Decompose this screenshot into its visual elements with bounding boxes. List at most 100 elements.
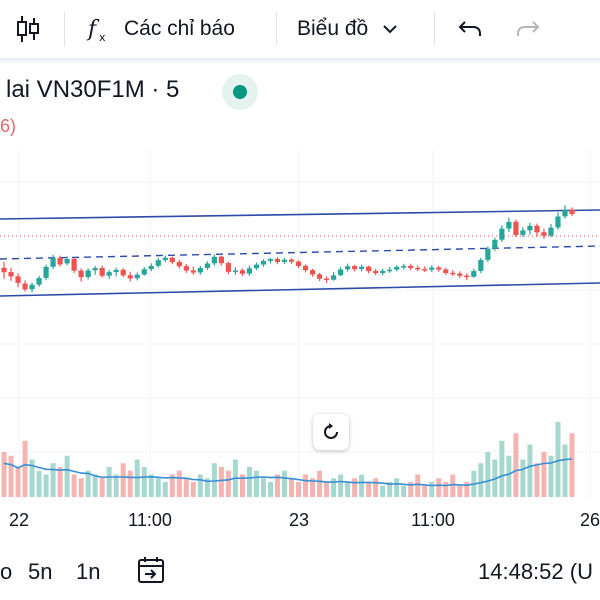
candle-body [253,264,260,269]
volume-bar [1,452,7,497]
candle-body [127,275,133,279]
volume-bar [29,459,35,497]
candle-body [548,227,554,236]
candle-body [450,272,456,275]
candle-body [218,256,224,264]
volume-bar [352,478,358,497]
time-axis[interactable]: 22 11:00 23 11:00 26 [0,500,600,542]
volume-bar [141,467,147,497]
candle-body [43,266,49,278]
volume-bar [190,482,196,497]
candle-body [408,265,414,269]
calendar-goto-icon [138,557,164,583]
candle-body [422,269,428,271]
candle-body [176,261,182,267]
candle-body [162,257,168,260]
volume-bar [408,482,414,497]
volume-bar [436,478,442,497]
volume-bar [246,467,252,497]
volume-bar [155,478,161,497]
candlestick-icon[interactable] [14,0,42,58]
candle-body [36,278,42,285]
candle-body [288,259,295,262]
undo-icon [458,21,481,36]
volume-bar [373,478,379,497]
time-tick: 11:00 [128,510,172,530]
undo-button[interactable] [457,0,483,58]
candle-body [134,274,140,279]
volume-bar [211,463,217,497]
symbol-legend-title[interactable]: lai VN30F1M · 5 [6,76,180,103]
volume-bar [15,467,21,497]
range-button-partial[interactable]: o [0,559,13,584]
candle-body [8,272,14,277]
redo-button[interactable] [515,0,541,58]
price-chart[interactable] [0,150,600,500]
reset-chart-button[interactable] [313,414,349,450]
candle-body [239,270,246,274]
volume-bar [225,470,231,497]
candle-body [190,270,196,273]
regression-channel [0,209,600,297]
chevron-down-icon [383,25,397,34]
candle-body [337,269,344,276]
volume-bar [71,474,77,497]
candle-body [169,257,175,263]
indicators-button[interactable]: f x Các chỉ báo [86,0,235,58]
candle-body [352,266,358,270]
redo-icon [517,21,540,36]
volume-bar [36,470,42,497]
volume-bar [57,467,63,497]
candle-body [295,261,302,266]
volume-bar [106,467,112,497]
chart-type-dropdown[interactable]: Biểu đồ [297,0,398,58]
volume-bar [289,478,295,497]
volume-bar [394,478,400,497]
candle-body [569,209,575,214]
volume-bar [520,459,526,497]
candle-body [22,283,28,290]
channel-lower-line [0,282,600,297]
candle-body [29,284,35,290]
chart-grid [0,150,600,498]
range-5d-button[interactable]: 5n [28,559,53,584]
market-open-dot-icon [233,85,247,99]
volume-bar [85,470,91,497]
time-tick: 22 [8,510,30,530]
candle-body [99,267,105,276]
toolbar-shadow [0,58,600,64]
time-tick: 23 [288,510,310,530]
volume-bar [422,485,428,497]
volume-bar [218,467,224,497]
candle-body [513,221,519,235]
volume-bar [296,482,302,497]
market-status-indicator[interactable] [222,74,258,110]
channel-upper-line [0,209,600,220]
clock-timezone[interactable]: 14:48:52 (U [478,559,593,584]
go-to-date-button[interactable] [136,555,166,591]
refresh-icon [324,423,338,439]
candle-body [323,278,330,281]
volume-bar [148,474,154,497]
candle-body [387,269,393,272]
candle-body [204,263,210,268]
volume-bar [267,482,273,497]
chart-type-label: Biểu đồ [297,17,369,40]
volume-bar [260,478,266,497]
volume-bar [162,482,168,497]
time-tick: 11:00 [411,510,455,530]
volume-bar [569,433,575,497]
candle-body [85,270,91,278]
range-1d-button[interactable]: 1n [76,559,101,584]
volume-bar [478,463,484,497]
candle-body [92,268,98,271]
candle-body [183,266,189,271]
volume-bar [429,482,435,497]
candle-body [225,263,231,272]
volume-bar [43,474,49,497]
candle-body [71,258,77,271]
volume-bar [331,478,337,497]
function-icon: f x [86,17,106,44]
candle-body [330,275,337,280]
candle-body [492,239,498,249]
